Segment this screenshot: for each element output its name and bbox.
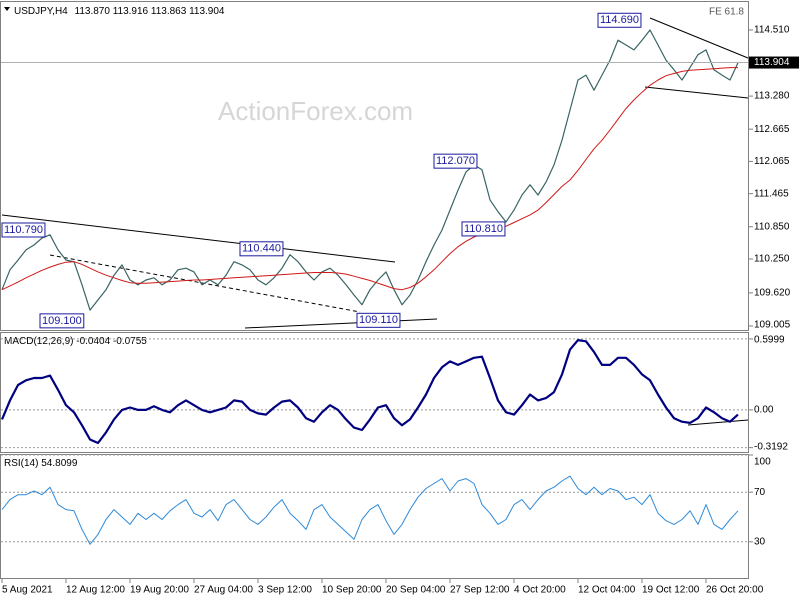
x-tick-label: 27 Aug 04:00 bbox=[194, 585, 253, 596]
annotation-label: 109.100 bbox=[42, 315, 82, 327]
low: 113.863 bbox=[151, 6, 187, 17]
symbol: USDJPY,H4 bbox=[14, 6, 68, 17]
y-tick-label: 0.00 bbox=[754, 405, 774, 416]
y-tick-label: 109.620 bbox=[754, 288, 791, 299]
rsi-header: RSI(14) 54.8099 bbox=[4, 458, 78, 469]
corner-note: FE 61.8 bbox=[709, 7, 744, 18]
last-price-label: 113.904 bbox=[754, 57, 790, 68]
annotation-label: 112.070 bbox=[436, 155, 475, 167]
annotation-label: 110.440 bbox=[242, 243, 281, 255]
x-tick-label: 20 Sep 04:00 bbox=[386, 585, 446, 596]
y-tick-label: 113.280 bbox=[754, 91, 790, 102]
x-tick-label: 4 Oct 20:00 bbox=[514, 585, 566, 596]
x-tick-label: 5 Aug 2021 bbox=[2, 585, 53, 596]
y-tick-label: 112.665 bbox=[754, 124, 790, 135]
y-tick-label: 112.065 bbox=[754, 156, 790, 167]
trend-line bbox=[644, 86, 749, 99]
annotation-label: 109.110 bbox=[359, 314, 398, 326]
y-tick-label: -0.3192 bbox=[754, 442, 788, 453]
macd-header: MACD(12,26,9) -0.0404 -0.0755 bbox=[4, 336, 147, 347]
annotation-box bbox=[356, 312, 401, 328]
y-tick-label: 109.005 bbox=[754, 320, 791, 331]
last-price-box bbox=[749, 56, 799, 69]
annotation-label: 110.810 bbox=[464, 223, 503, 235]
trend-line bbox=[1, 214, 396, 263]
macd-title: MACD(12,26,9) bbox=[4, 336, 73, 347]
x-tick-label: 10 Sep 20:00 bbox=[322, 585, 382, 596]
series-line bbox=[0, 339, 739, 445]
y-tick-label: 30 bbox=[754, 536, 766, 547]
close: 113.904 bbox=[189, 6, 225, 17]
open: 113.870 bbox=[75, 6, 111, 17]
rsi-title: RSI(14) bbox=[4, 458, 38, 469]
watermark: ActionForex.com bbox=[218, 96, 413, 126]
y-tick-label: 114.510 bbox=[754, 25, 790, 36]
series-line bbox=[1, 67, 738, 291]
x-tick-label: 3 Sep 12:00 bbox=[258, 585, 312, 596]
y-tick-label: 0.5999 bbox=[754, 335, 785, 346]
annotation-box bbox=[39, 313, 85, 329]
y-tick-label: 110.850 bbox=[754, 221, 790, 232]
annotation-box bbox=[433, 153, 478, 169]
series-line bbox=[1, 475, 739, 545]
collapse-icon bbox=[4, 7, 10, 11]
annotation-box bbox=[461, 221, 506, 237]
x-tick-label: 19 Oct 12:00 bbox=[642, 585, 700, 596]
macd-panel bbox=[0, 332, 749, 453]
price-header: USDJPY,H4 113.870 113.916 113.863 113.90… bbox=[14, 6, 225, 17]
rsi-value: 54.8099 bbox=[41, 458, 78, 469]
x-tick-label: 12 Aug 12:00 bbox=[66, 585, 125, 596]
trend-line bbox=[687, 419, 749, 426]
x-tick-label: 12 Oct 04:00 bbox=[578, 585, 636, 596]
y-tick-label: 70 bbox=[754, 487, 766, 498]
y-tick-label: 111.465 bbox=[754, 188, 789, 199]
x-tick-label: 26 Oct 20:00 bbox=[706, 585, 764, 596]
x-tick-label: 27 Sep 12:00 bbox=[450, 585, 510, 596]
trend-line bbox=[649, 17, 749, 59]
y-tick-label: 110.250 bbox=[754, 254, 790, 265]
annotation-box bbox=[239, 241, 284, 257]
annotation-box bbox=[597, 12, 642, 28]
trend-line bbox=[244, 318, 438, 329]
annotation-label: 110.790 bbox=[4, 224, 43, 236]
macd-value: -0.0404 bbox=[76, 336, 110, 347]
macd-signal-value: -0.0755 bbox=[113, 336, 147, 347]
y-tick-label: 100 bbox=[754, 457, 771, 468]
x-tick-label: 19 Aug 20:00 bbox=[130, 585, 189, 596]
annotation-label: 114.690 bbox=[600, 14, 639, 26]
price-panel bbox=[0, 1, 749, 331]
annotation-box bbox=[1, 222, 46, 238]
high: 113.916 bbox=[113, 6, 149, 17]
series-line bbox=[1, 29, 739, 311]
